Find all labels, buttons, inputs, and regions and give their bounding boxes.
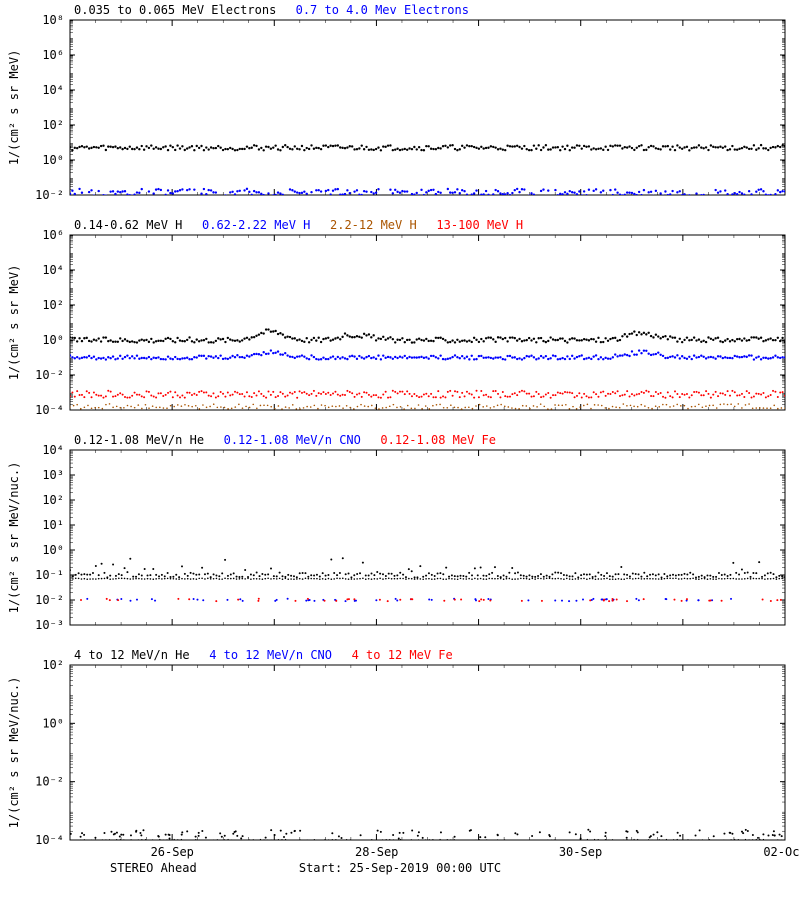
chart-container: 10⁻² 10⁰ 10² 10⁴ 10⁶ 10⁸ 1/(cm² s sr MeV) 0.035…	[0, 0, 800, 900]
y-axis-label: 1/(cm² s sr MeV/nuc.)	[7, 677, 21, 829]
xtick-label: 28-Sep	[355, 845, 398, 859]
start-time-label: Start: 25-Sep-2019 00:00 UTC	[299, 861, 501, 875]
y-axis-label: 1/(cm² s sr MeV)	[7, 50, 21, 166]
ytick-label: 10⁶	[42, 48, 64, 62]
ytick-label: 10⁰	[42, 333, 64, 347]
ytick-label: 10⁸	[42, 13, 64, 27]
mission-label: STEREO Ahead	[110, 861, 197, 875]
ytick-label: 10⁴	[42, 83, 64, 97]
ytick-label: 10⁻²	[35, 368, 64, 382]
ytick-label: 10⁻³	[35, 618, 64, 632]
legend-label: 0.12-1.08 MeV Fe	[380, 433, 496, 447]
xtick-label: 02-Oct	[763, 845, 800, 859]
ytick-label: 10²	[42, 658, 64, 672]
legend-label: 4 to 12 MeV/n He	[74, 648, 190, 662]
ytick-label: 10⁻²	[35, 775, 64, 789]
ytick-label: 10²	[42, 493, 64, 507]
ytick-label: 10⁰	[42, 716, 64, 730]
legend-label: 4 to 12 MeV/n CNO	[209, 648, 332, 662]
legend-label: 13-100 MeV H	[436, 218, 523, 232]
legend-label: 2.2-12 MeV H	[330, 218, 417, 232]
chart-svg: 10⁻² 10⁰ 10² 10⁴ 10⁶ 10⁸ 1/(cm² s sr MeV) 0.035…	[0, 0, 800, 900]
y-axis-label: 1/(cm² s sr MeV/nuc.)	[7, 462, 21, 614]
ytick-label: 10⁻²	[35, 188, 64, 202]
xtick-label: 26-Sep	[151, 845, 194, 859]
ytick-label: 10²	[42, 118, 64, 132]
y-axis-label: 1/(cm² s sr MeV)	[7, 265, 21, 381]
legend-label: 4 to 12 MeV Fe	[352, 648, 453, 662]
ytick-label: 10⁻¹	[35, 568, 64, 582]
legend-label: 0.12-1.08 MeV/n CNO	[224, 433, 361, 447]
ytick-label: 10⁻⁴	[35, 833, 64, 847]
ytick-label: 10⁻²	[35, 593, 64, 607]
ytick-label: 10⁶	[42, 228, 64, 242]
ytick-label: 10⁰	[42, 543, 64, 557]
ytick-label: 10⁴	[42, 263, 64, 277]
legend-label: 0.62-2.22 MeV H	[202, 218, 310, 232]
ytick-label: 10⁻⁴	[35, 403, 64, 417]
ytick-label: 10²	[42, 298, 64, 312]
legend-label: 0.035 to 0.065 MeV Electrons	[74, 3, 276, 17]
legend-label: 0.14-0.62 MeV H	[74, 218, 182, 232]
ytick-label: 10¹	[42, 518, 64, 532]
ytick-label: 10⁰	[42, 153, 64, 167]
legend-label: 0.12-1.08 MeV/n He	[74, 433, 204, 447]
xtick-label: 30-Sep	[559, 845, 602, 859]
ytick-label: 10⁴	[42, 443, 64, 457]
legend-label: 0.7 to 4.0 Mev Electrons	[296, 3, 469, 17]
ytick-label: 10³	[42, 468, 64, 482]
